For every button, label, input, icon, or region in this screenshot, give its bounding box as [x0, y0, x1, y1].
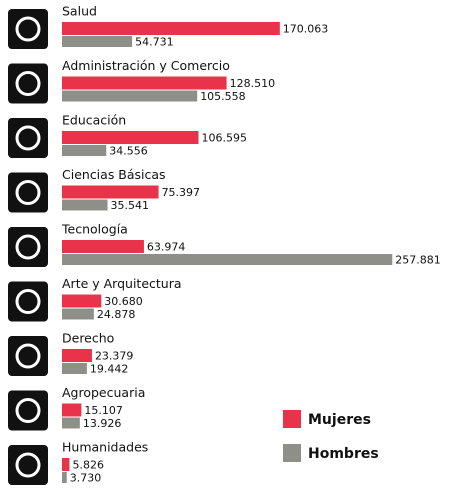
value-label: 106.595 [202, 132, 248, 145]
category-label: Agropecuaria [62, 385, 145, 400]
bar [62, 22, 280, 35]
icon-glyph [15, 234, 41, 260]
icon-glyph [15, 125, 41, 151]
icon-glyph [15, 289, 41, 314]
legend-swatch [283, 444, 301, 462]
bar [62, 36, 133, 47]
icon-glyph [15, 452, 41, 478]
icon-glyph [15, 180, 41, 205]
legend-label: Mujeres [308, 412, 371, 428]
category-icon [8, 227, 48, 267]
value-label: 24.878 [97, 308, 136, 321]
value-label: 75.397 [162, 186, 201, 199]
category-icon [8, 445, 48, 485]
category-label: Humanidades [62, 440, 148, 455]
value-label: 128.510 [230, 77, 276, 90]
value-label: 30.680 [104, 295, 143, 308]
category-icon [8, 172, 48, 213]
bar [62, 145, 107, 156]
bar [62, 417, 80, 429]
icon-glyph [15, 398, 41, 423]
category-icon [8, 63, 48, 104]
category-label: Arte y Arquitectura [62, 276, 182, 291]
icon-glyph [15, 16, 41, 42]
value-label: 35.541 [111, 199, 150, 212]
category-icon [8, 390, 48, 431]
category-icon [8, 336, 48, 376]
value-label: 54.731 [135, 36, 174, 49]
category-label: Educación [62, 113, 126, 128]
bar [62, 472, 67, 483]
bar [62, 199, 108, 211]
value-label: 34.556 [109, 145, 148, 158]
legend-swatch [283, 410, 301, 428]
category-icon [8, 118, 48, 158]
bar [62, 403, 82, 417]
bar [62, 308, 94, 320]
value-label: 19.442 [90, 363, 129, 376]
category-icon [8, 281, 48, 322]
value-label: 15.107 [84, 404, 123, 417]
bar [62, 254, 393, 265]
bar [62, 76, 227, 90]
value-label: 170.063 [283, 23, 329, 36]
value-label: 63.974 [147, 241, 186, 254]
value-label: 23.379 [95, 350, 134, 363]
bar [62, 294, 102, 308]
value-label: 13.926 [83, 417, 122, 430]
legend-label: Hombres [308, 446, 379, 462]
category-label: Tecnología [61, 222, 128, 237]
value-label: 257.881 [395, 254, 441, 267]
icon-glyph [15, 71, 41, 96]
bar [62, 240, 144, 253]
category-icon [8, 9, 48, 49]
value-label: 105.558 [200, 90, 246, 103]
category-label: Administración y Comercio [62, 58, 230, 73]
category-label: Derecho [62, 331, 114, 346]
bar [62, 90, 198, 102]
bar [62, 363, 87, 374]
category-label: Salud [62, 4, 97, 19]
bar [62, 458, 70, 471]
value-label: 3.730 [70, 472, 102, 485]
bar [62, 131, 199, 144]
icon-glyph [15, 343, 41, 369]
bar [62, 185, 159, 199]
bar [62, 349, 92, 362]
value-label: 5.826 [72, 459, 104, 472]
category-label: Ciencias Básicas [62, 167, 166, 182]
